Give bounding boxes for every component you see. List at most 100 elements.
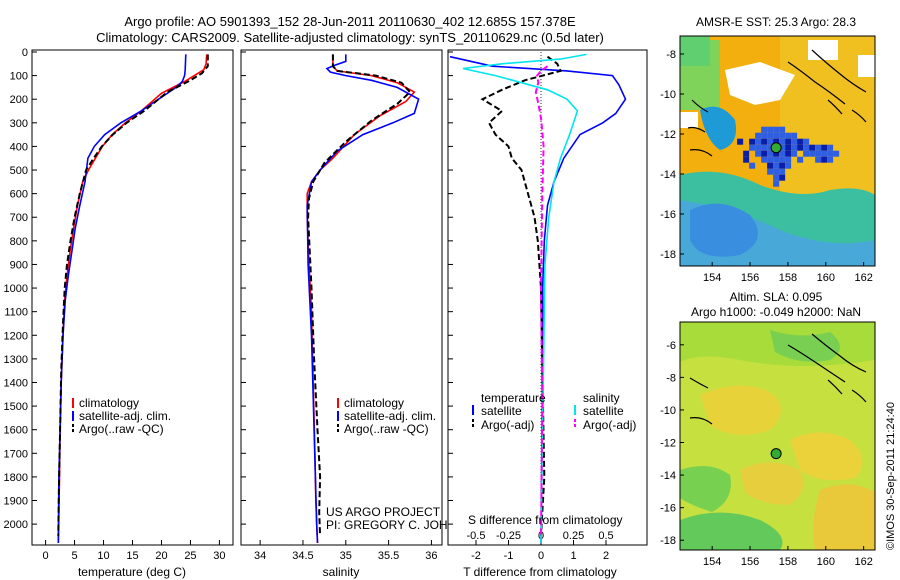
sst-pixel bbox=[779, 126, 786, 133]
difference-plot-frame bbox=[447, 49, 648, 546]
sla-map-field bbox=[680, 322, 875, 550]
y-tick-label: 700 bbox=[10, 212, 28, 224]
sst-pixel bbox=[773, 162, 780, 169]
sst-pixel bbox=[797, 156, 804, 163]
y-tick-label: 1700 bbox=[4, 448, 28, 460]
sst-pixel bbox=[755, 144, 762, 151]
lat-tick-label: -10 bbox=[660, 405, 676, 417]
sst-pixel bbox=[779, 138, 786, 145]
legend-label-s-satellite: satellite bbox=[583, 404, 624, 418]
salinity-legend: climatology satellite-adj. clim. Argo(..… bbox=[337, 396, 436, 436]
y-tick-label: 600 bbox=[10, 189, 28, 201]
sst-pixel bbox=[779, 150, 786, 157]
x-tick-label: 35.5 bbox=[378, 550, 399, 562]
legend-label-argo: Argo(..raw -QC) bbox=[79, 422, 164, 436]
series-line-s-argo-adj- bbox=[534, 65, 549, 536]
sst-pixel bbox=[755, 150, 762, 157]
sst-pixel bbox=[821, 156, 828, 163]
legend-label-t-argo: Argo(-adj) bbox=[481, 418, 534, 432]
temperature-panel: 0 5 10 15 20 25 30 0 100 200 300 400 500 600 700 800 90… bbox=[4, 47, 234, 579]
sst-pixel bbox=[761, 132, 768, 139]
salinity-series bbox=[306, 54, 420, 544]
sst-pixel bbox=[755, 132, 762, 139]
salinity-x-ticks: 34 34.5 35 35.5 36 bbox=[254, 540, 438, 562]
sst-pixel bbox=[815, 144, 822, 151]
x-tick-label: -2 bbox=[471, 550, 481, 562]
sst-pixel bbox=[821, 150, 828, 157]
sst-pixel bbox=[773, 180, 780, 187]
sst-pixel bbox=[779, 132, 786, 139]
temperature-legend: climatology satellite-adj. clim. Argo(..… bbox=[72, 396, 171, 436]
sst-pixel bbox=[773, 168, 780, 175]
sst-pixel bbox=[773, 132, 780, 139]
x-tick-label: 34 bbox=[254, 550, 266, 562]
y-tick-label: 1900 bbox=[4, 496, 28, 508]
series-line-argo-raw-qc- bbox=[307, 54, 412, 536]
lon-tick-label: 156 bbox=[741, 272, 759, 284]
sst-pixel bbox=[827, 144, 834, 151]
x-tick-label: 15 bbox=[126, 550, 138, 562]
lat-tick-label: -12 bbox=[660, 438, 676, 450]
sst-pixel bbox=[815, 150, 822, 157]
y-tick-label: 300 bbox=[10, 118, 28, 130]
sst-pixel bbox=[779, 156, 786, 163]
sst-pixel bbox=[803, 150, 810, 157]
y-tick-label: 400 bbox=[10, 141, 28, 153]
lon-tick-label: 154 bbox=[703, 272, 721, 284]
sst-pixel bbox=[803, 144, 810, 151]
temperature-plot-frame bbox=[31, 49, 234, 546]
sst-pixel bbox=[791, 144, 798, 151]
salinity-x-label: salinity bbox=[323, 565, 360, 579]
y-tick-label: 1200 bbox=[4, 330, 28, 342]
lat-tick-label: -14 bbox=[660, 470, 676, 482]
sst-pixel bbox=[767, 138, 774, 145]
sst-pixel bbox=[779, 168, 786, 175]
sst-pixel bbox=[809, 150, 816, 157]
y-tick-label: 200 bbox=[10, 94, 28, 106]
lat-tick-label: -18 bbox=[660, 535, 676, 547]
legend-header-temperature: temperature bbox=[481, 391, 546, 405]
header-line1: Argo profile: AO 5901393_152 28-Jun-2011… bbox=[124, 14, 576, 29]
argo-float-marker bbox=[770, 448, 782, 460]
legend-label-climatology: climatology bbox=[344, 396, 404, 410]
legend-label-climatology: climatology bbox=[79, 396, 139, 410]
sst-pixel bbox=[827, 156, 834, 163]
lat-tick-label: -12 bbox=[660, 129, 676, 141]
sst-pixel bbox=[797, 144, 804, 151]
lat-tick-label: -16 bbox=[660, 209, 676, 221]
y-tick-label: 900 bbox=[10, 259, 28, 271]
legend-label-satellite: satellite-adj. clim. bbox=[344, 409, 436, 423]
sst-lon-ticks: 154 156 158 160 162 bbox=[703, 262, 873, 284]
series-line-satellite-adj-clim- bbox=[306, 54, 420, 544]
sla-coastlines bbox=[689, 333, 867, 425]
sla-map-frame bbox=[679, 321, 876, 551]
lat-tick-label: -18 bbox=[660, 249, 676, 261]
sst-pixel bbox=[761, 126, 768, 133]
project-annotation-line2: PI: GREGORY C. JOHNSON bbox=[326, 518, 482, 532]
salinity-y-ticks bbox=[241, 51, 246, 525]
sst-pixel bbox=[743, 150, 750, 157]
sla-map-panel: Altim. SLA: 0.095 Argo h1000: -0.049 h20… bbox=[660, 290, 876, 568]
lat-tick-label: -16 bbox=[660, 503, 676, 515]
lon-tick-label: 158 bbox=[779, 556, 797, 568]
y-tick-label: 500 bbox=[10, 165, 28, 177]
sst-map-panel: AMSR-E SST: 25.3 Argo: 28.3 bbox=[660, 15, 876, 284]
sla-map-title: Altim. SLA: 0.095 bbox=[730, 290, 823, 304]
lon-tick-label: 162 bbox=[854, 556, 872, 568]
sst-pixel bbox=[773, 174, 780, 181]
sst-pixel bbox=[767, 162, 774, 169]
difference-legend: temperature salinity satellite Argo(-adj… bbox=[472, 391, 636, 432]
y-tick-label: 1800 bbox=[4, 472, 28, 484]
y-tick-label: 1400 bbox=[4, 377, 28, 389]
lat-tick-label: -6 bbox=[666, 340, 676, 352]
x-tick-label: 2 bbox=[603, 550, 609, 562]
legend-label-t-satellite: satellite bbox=[481, 404, 522, 418]
sst-pixel bbox=[809, 144, 816, 151]
legend-label-argo: Argo(..raw -QC) bbox=[344, 422, 429, 436]
sst-pixel bbox=[785, 156, 792, 163]
sst-pixel bbox=[773, 156, 780, 163]
lat-tick-label: -10 bbox=[660, 89, 676, 101]
sst-pixel bbox=[767, 126, 774, 133]
depth-y-ticks: 0 100 200 300 400 500 600 700 800 900 1000 1100 1200… bbox=[4, 47, 37, 531]
y-tick-label: 1300 bbox=[4, 354, 28, 366]
